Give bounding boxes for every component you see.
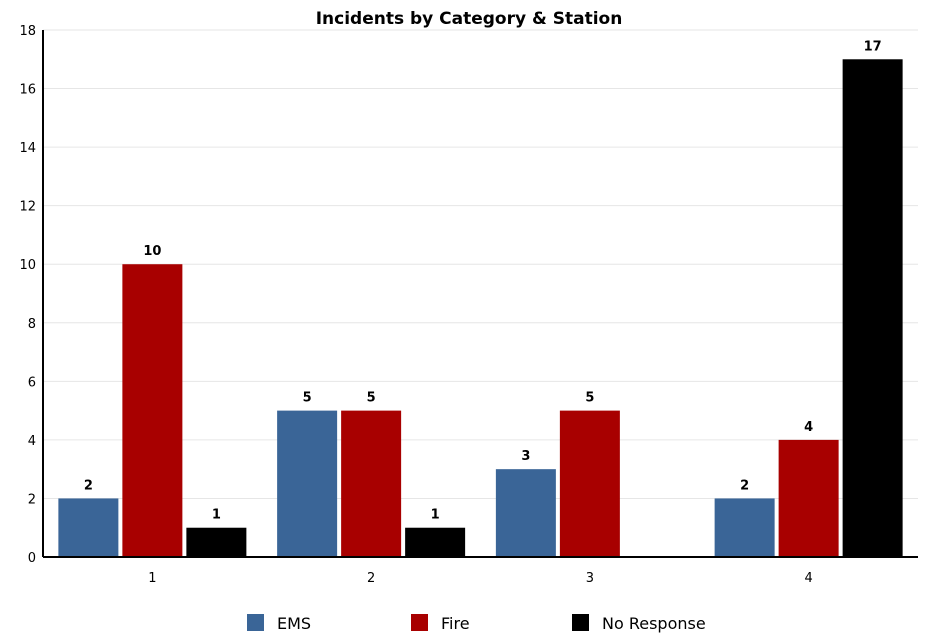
x-tick-label: 2 (367, 571, 375, 586)
legend-label: Fire (441, 614, 470, 633)
data-label: 10 (143, 244, 161, 259)
legend-swatch-ems (247, 614, 264, 631)
x-tick-label: 4 (804, 571, 812, 586)
bar-no-response-station-2 (405, 527, 466, 557)
data-label: 1 (431, 508, 440, 523)
data-labels: 2 10 1 5 5 1 3 5 2 4 17 (84, 39, 882, 522)
legend-swatch-no-response (572, 614, 589, 631)
data-label: 17 (864, 39, 882, 54)
bar-ems-station-1 (58, 498, 119, 557)
y-tick-label: 10 (19, 258, 36, 273)
bars (58, 59, 903, 558)
y-tick-label: 12 (19, 200, 36, 215)
bar-ems-station-3 (495, 469, 556, 557)
data-label: 5 (585, 391, 594, 406)
bar-ems-station-2 (277, 410, 338, 557)
bar-no-response-station-1 (186, 527, 247, 557)
y-tick-label: 16 (19, 83, 36, 98)
y-tick-label: 8 (28, 317, 36, 332)
bar-no-response-station-4 (842, 59, 903, 558)
data-label: 2 (740, 478, 749, 493)
data-label: 4 (804, 420, 813, 435)
bar-fire-station-4 (778, 439, 839, 557)
x-tick-label: 1 (148, 571, 156, 586)
y-tick-label: 6 (28, 375, 36, 390)
gridlines (43, 29, 918, 499)
data-label: 3 (521, 449, 530, 464)
bar-fire-station-3 (559, 410, 620, 557)
bar-ems-station-4 (714, 498, 775, 557)
y-tick-label: 4 (28, 434, 36, 449)
legend-label: No Response (602, 614, 706, 633)
y-tick-label: 18 (19, 24, 36, 39)
legend: EMS Fire No Response (247, 614, 706, 633)
legend-swatch-fire (411, 614, 428, 631)
y-tick-label: 2 (28, 492, 36, 507)
chart-title: Incidents by Category & Station (316, 9, 623, 29)
data-label: 1 (212, 508, 221, 523)
y-tick-label: 0 (28, 551, 36, 566)
y-tick-label: 14 (19, 141, 36, 156)
bar-fire-station-1 (122, 264, 183, 557)
data-label: 2 (84, 478, 93, 493)
bar-fire-station-2 (341, 410, 402, 557)
x-tick-label: 3 (586, 571, 594, 586)
data-label: 5 (303, 391, 312, 406)
legend-label: EMS (277, 614, 311, 633)
data-label: 5 (367, 391, 376, 406)
